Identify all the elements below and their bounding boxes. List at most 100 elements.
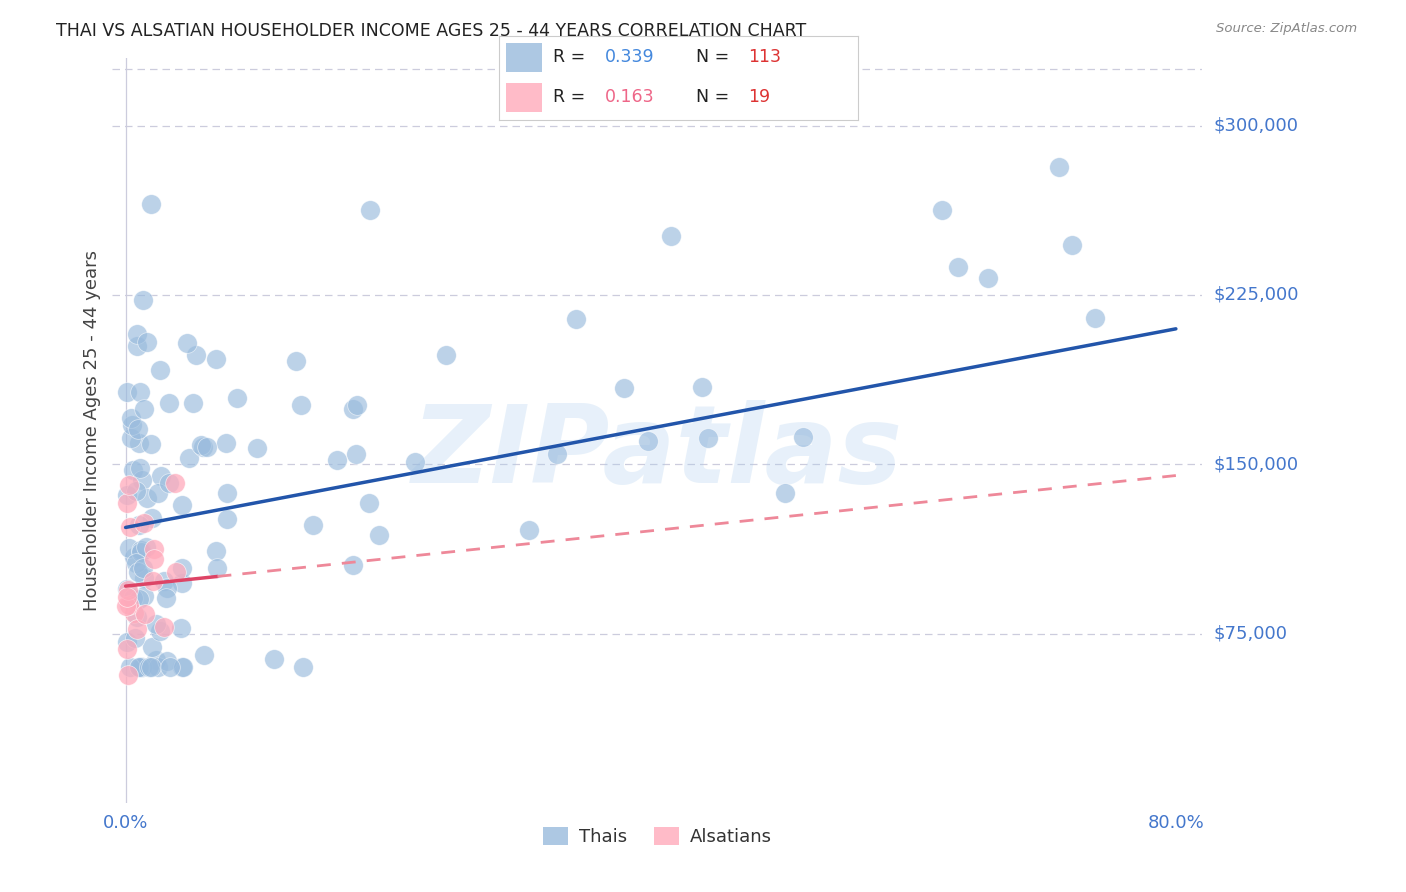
Point <box>139 197 162 211</box>
Point <box>122 606 145 620</box>
Point <box>205 560 228 574</box>
Legend: Thais, Alsatians: Thais, Alsatians <box>536 820 779 854</box>
Point <box>125 327 148 342</box>
Point <box>121 417 143 432</box>
Point <box>129 545 152 559</box>
Point <box>186 348 208 362</box>
Point <box>172 660 194 674</box>
Point <box>977 271 1000 285</box>
Point <box>292 660 315 674</box>
Point <box>177 451 200 466</box>
Point <box>131 473 153 487</box>
Point <box>117 668 139 682</box>
Point <box>181 396 204 410</box>
Point <box>118 598 141 612</box>
Point <box>129 384 152 399</box>
Point <box>127 565 149 579</box>
Text: ZIPatlas: ZIPatlas <box>412 400 903 506</box>
Point <box>172 498 194 512</box>
Point <box>128 517 150 532</box>
Point <box>1084 311 1107 326</box>
Point <box>115 635 138 649</box>
Point <box>134 607 156 621</box>
Point <box>1060 237 1083 252</box>
Point <box>115 495 138 509</box>
Point <box>122 591 145 605</box>
Point <box>142 551 165 566</box>
Point <box>217 512 239 526</box>
Point <box>159 660 181 674</box>
Point <box>564 312 586 326</box>
Point <box>172 576 194 591</box>
Point <box>128 660 150 674</box>
Point <box>931 202 953 217</box>
Point <box>135 540 157 554</box>
Point <box>149 362 172 376</box>
Point <box>127 623 149 637</box>
Point <box>132 572 155 586</box>
Text: $225,000: $225,000 <box>1213 286 1299 304</box>
Point <box>948 260 970 274</box>
Point <box>118 520 141 534</box>
Point <box>773 486 796 500</box>
Point <box>128 592 150 607</box>
Point <box>145 617 167 632</box>
Text: $300,000: $300,000 <box>1213 117 1298 135</box>
Point <box>142 574 165 589</box>
Point <box>141 660 163 674</box>
Point <box>122 549 145 564</box>
Point <box>115 599 138 613</box>
Point <box>517 523 540 537</box>
Point <box>118 541 141 555</box>
Point <box>226 391 249 405</box>
Point <box>122 462 145 476</box>
Point <box>146 660 169 674</box>
Point <box>204 544 226 558</box>
Point <box>190 438 212 452</box>
Point <box>613 381 636 395</box>
Point <box>285 354 308 368</box>
Text: THAI VS ALSATIAN HOUSEHOLDER INCOME AGES 25 - 44 YEARS CORRELATION CHART: THAI VS ALSATIAN HOUSEHOLDER INCOME AGES… <box>56 22 807 40</box>
Point <box>153 574 176 588</box>
Point <box>357 496 380 510</box>
Text: 19: 19 <box>748 88 770 106</box>
Point <box>125 483 148 498</box>
Point <box>141 511 163 525</box>
Point <box>163 475 186 490</box>
Point <box>128 461 150 475</box>
Point <box>191 441 214 455</box>
Point <box>792 430 814 444</box>
Point <box>127 422 149 436</box>
Point <box>132 561 155 575</box>
Point <box>302 517 325 532</box>
Point <box>637 434 659 448</box>
Point <box>120 660 142 674</box>
Text: R =: R = <box>553 48 591 66</box>
Bar <box>506 83 543 112</box>
Point <box>342 558 364 572</box>
Point <box>346 398 368 412</box>
Point <box>155 591 177 606</box>
Point <box>404 455 426 469</box>
Text: Source: ZipAtlas.com: Source: ZipAtlas.com <box>1216 22 1357 36</box>
Point <box>326 452 349 467</box>
Point <box>131 660 153 674</box>
Point <box>342 402 364 417</box>
Point <box>131 660 153 674</box>
Point <box>546 447 568 461</box>
Point <box>344 447 367 461</box>
Point <box>434 348 457 362</box>
Point <box>153 620 176 634</box>
Point <box>117 384 139 399</box>
Point <box>145 653 167 667</box>
Point <box>195 440 218 454</box>
Point <box>263 652 285 666</box>
Point <box>172 660 194 674</box>
Point <box>150 469 173 483</box>
Point <box>215 485 238 500</box>
Point <box>156 654 179 668</box>
Point <box>117 583 139 598</box>
Text: $150,000: $150,000 <box>1213 455 1298 474</box>
Text: N =: N = <box>696 48 735 66</box>
Point <box>120 431 142 445</box>
